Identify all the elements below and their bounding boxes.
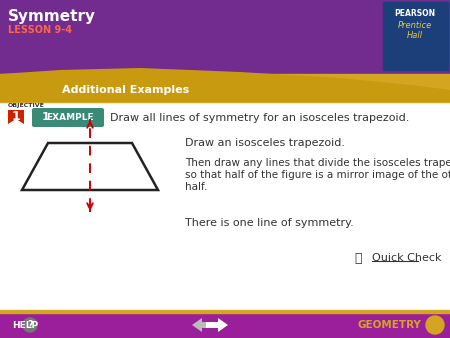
Text: Draw an isosceles trapezoid.: Draw an isosceles trapezoid.	[185, 138, 345, 148]
Text: Draw all lines of symmetry for an isosceles trapezoid.: Draw all lines of symmetry for an isosce…	[110, 113, 410, 123]
Bar	[0, 0, 450, 80]
Text: 1: 1	[12, 110, 20, 122]
Text: half.: half.	[185, 182, 207, 192]
Text: Quick Check: Quick Check	[372, 253, 441, 263]
Circle shape	[426, 316, 444, 334]
Text: GEOMETRY: GEOMETRY	[358, 320, 422, 330]
Text: 1: 1	[42, 113, 50, 122]
Text: Prentice: Prentice	[398, 21, 432, 29]
Text: ?: ?	[27, 320, 33, 330]
Text: so that half of the figure is a mirror image of the other: so that half of the figure is a mirror i…	[185, 170, 450, 180]
Text: Symmetry: Symmetry	[8, 8, 96, 24]
Text: LESSON 9-4: LESSON 9-4	[8, 25, 72, 35]
Polygon shape	[22, 143, 158, 190]
Polygon shape	[192, 318, 214, 332]
Polygon shape	[8, 110, 24, 124]
Bar	[0, 74, 450, 102]
Text: PEARSON: PEARSON	[395, 9, 436, 19]
Text: There is one line of symmetry.: There is one line of symmetry.	[185, 218, 354, 228]
Polygon shape	[0, 68, 450, 102]
Text: EXAMPLE: EXAMPLE	[46, 113, 94, 122]
Circle shape	[23, 318, 37, 332]
Text: Then draw any lines that divide the isosceles trapezoid: Then draw any lines that divide the isos…	[185, 158, 450, 168]
Bar	[383, 2, 448, 70]
Bar	[0, 312, 450, 338]
Text: ⓘ: ⓘ	[354, 251, 362, 265]
FancyBboxPatch shape	[32, 108, 104, 127]
Text: HELP: HELP	[12, 320, 38, 330]
Text: Additional Examples: Additional Examples	[62, 85, 189, 95]
Text: OBJECTIVE: OBJECTIVE	[8, 103, 45, 108]
Bar	[0, 310, 450, 313]
Text: Hall: Hall	[407, 30, 423, 40]
Polygon shape	[206, 318, 228, 332]
